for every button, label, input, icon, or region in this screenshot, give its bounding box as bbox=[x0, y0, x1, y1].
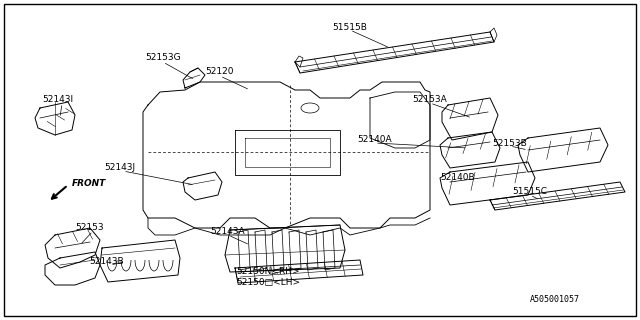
Text: A505001057: A505001057 bbox=[530, 295, 580, 304]
Text: 52120: 52120 bbox=[205, 68, 234, 76]
Text: FRONT: FRONT bbox=[72, 179, 106, 188]
Text: 52143A: 52143A bbox=[211, 228, 245, 236]
Text: 52153G: 52153G bbox=[145, 53, 181, 62]
Text: 52153A: 52153A bbox=[413, 95, 447, 105]
Text: 52143J: 52143J bbox=[104, 164, 136, 172]
Text: 51515C: 51515C bbox=[513, 188, 547, 196]
Text: 52153B: 52153B bbox=[493, 139, 527, 148]
Text: 52140A: 52140A bbox=[358, 135, 392, 145]
Text: 52150N<RH>: 52150N<RH> bbox=[236, 268, 300, 276]
Text: 52143B: 52143B bbox=[90, 258, 124, 267]
Text: 52143I: 52143I bbox=[42, 95, 74, 105]
Text: 51515B: 51515B bbox=[333, 23, 367, 33]
Text: 52150□<LH>: 52150□<LH> bbox=[236, 277, 300, 286]
Text: 52140B: 52140B bbox=[441, 173, 476, 182]
Text: 52153: 52153 bbox=[76, 223, 104, 233]
